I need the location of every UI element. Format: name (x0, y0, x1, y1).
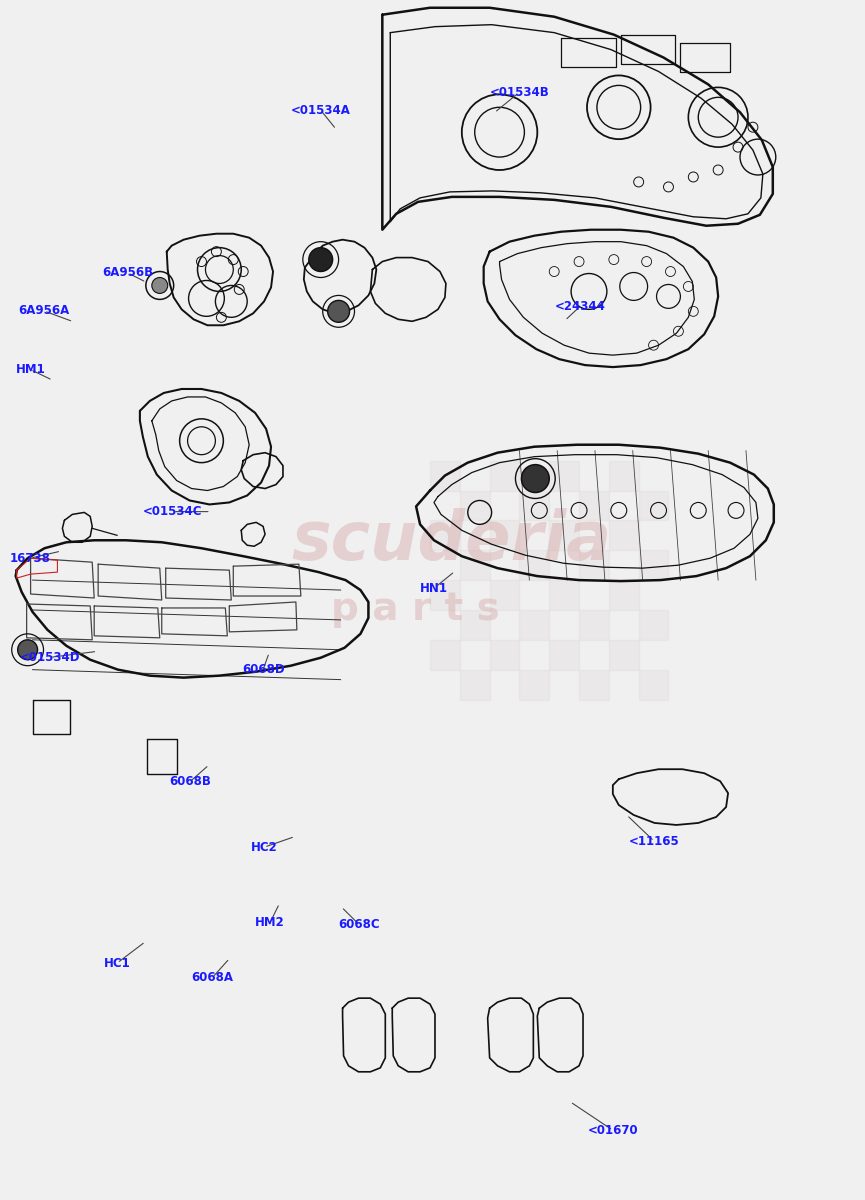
Text: HN1: HN1 (420, 582, 448, 594)
Bar (430, 521, 460, 551)
Bar (430, 461, 460, 491)
Text: 16738: 16738 (10, 552, 51, 565)
Circle shape (522, 464, 549, 492)
Bar (520, 491, 549, 521)
Text: HM2: HM2 (255, 916, 285, 929)
Text: 6068C: 6068C (338, 918, 381, 931)
Text: scuderia: scuderia (291, 508, 612, 574)
Bar (638, 491, 669, 521)
Bar (579, 670, 609, 700)
Text: p a r t s: p a r t s (330, 590, 499, 628)
Circle shape (328, 300, 349, 323)
Bar (490, 580, 520, 610)
Bar (460, 491, 490, 521)
Bar (579, 491, 609, 521)
Bar (490, 640, 520, 670)
Text: <01534C: <01534C (144, 505, 202, 518)
Bar (579, 610, 609, 640)
Bar (490, 521, 520, 551)
Bar (579, 551, 609, 580)
Circle shape (17, 640, 37, 660)
Bar (638, 551, 669, 580)
Bar (490, 461, 520, 491)
Bar (549, 640, 579, 670)
Text: 6068B: 6068B (170, 775, 211, 788)
Bar (609, 580, 638, 610)
Bar (520, 670, 549, 700)
Text: <01670: <01670 (587, 1124, 638, 1136)
Text: HC2: HC2 (251, 841, 278, 853)
Text: 6068D: 6068D (242, 662, 285, 676)
Bar (609, 640, 638, 670)
Text: HM1: HM1 (16, 362, 45, 376)
Text: 6068A: 6068A (191, 971, 234, 984)
Text: <01534D: <01534D (20, 650, 80, 664)
Text: <01534B: <01534B (490, 86, 549, 98)
Bar (549, 461, 579, 491)
Text: <24344: <24344 (554, 300, 606, 313)
Bar (638, 670, 669, 700)
Text: <11165: <11165 (629, 835, 680, 847)
Text: 6A956B: 6A956B (102, 266, 153, 280)
Bar (609, 461, 638, 491)
Bar (430, 580, 460, 610)
Circle shape (152, 277, 168, 294)
Bar (520, 610, 549, 640)
Bar (430, 640, 460, 670)
Text: <01534A: <01534A (291, 103, 350, 116)
Text: 6A956A: 6A956A (18, 305, 70, 318)
Circle shape (309, 247, 333, 271)
Bar (638, 610, 669, 640)
Bar (549, 521, 579, 551)
Bar (460, 610, 490, 640)
Bar (549, 580, 579, 610)
Text: HC1: HC1 (104, 956, 131, 970)
Bar (460, 670, 490, 700)
Bar (460, 551, 490, 580)
Bar (609, 521, 638, 551)
Bar (520, 551, 549, 580)
